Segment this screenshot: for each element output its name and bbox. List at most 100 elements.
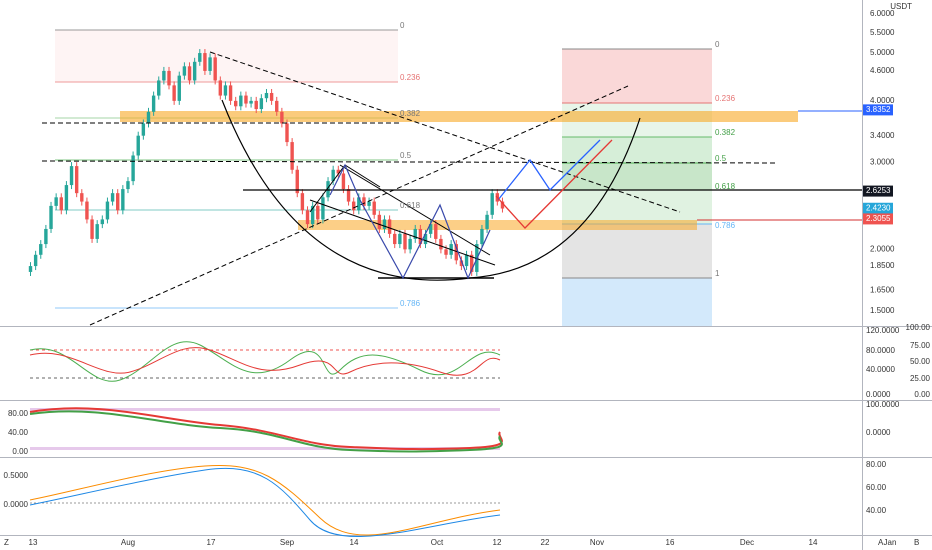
fib-left-label: 0.5 xyxy=(400,151,412,160)
fib-left-label: 0.236 xyxy=(400,73,421,82)
time-label: 16 xyxy=(666,538,675,547)
candle xyxy=(269,92,274,101)
candle xyxy=(234,100,238,107)
candle xyxy=(398,233,402,245)
candle xyxy=(259,98,264,110)
time-label: 22 xyxy=(541,538,550,547)
candle xyxy=(464,254,469,267)
price-tag-text: 2.6253 xyxy=(866,186,891,195)
candle xyxy=(372,201,376,215)
candle xyxy=(295,169,299,194)
indicator-label: 25.00 xyxy=(910,374,931,383)
time-label: Sep xyxy=(280,538,295,547)
time-label: Nov xyxy=(590,538,604,547)
time-label: 17 xyxy=(207,538,216,547)
fib-right-label: 0.236 xyxy=(715,94,736,103)
candle xyxy=(172,85,176,101)
candle xyxy=(192,61,197,81)
candle xyxy=(80,193,84,202)
candle xyxy=(439,238,443,250)
candle xyxy=(280,111,284,124)
candle xyxy=(59,197,63,211)
indicator-label: 40.00 xyxy=(8,428,29,437)
footer-b: B xyxy=(914,538,919,547)
support-zone xyxy=(298,220,697,230)
price-label: 6.0000 xyxy=(870,9,895,18)
candle xyxy=(336,169,340,174)
candle xyxy=(218,80,223,96)
candle xyxy=(403,233,407,250)
candle xyxy=(290,142,294,170)
candle xyxy=(331,169,335,182)
indicator-label: 60.00 xyxy=(866,483,887,492)
candle xyxy=(239,95,243,107)
indicator-label: 100.0000 xyxy=(866,400,900,409)
drawings xyxy=(41,51,862,326)
fib-right-label: 0.5 xyxy=(715,154,727,163)
candle xyxy=(39,244,43,255)
candle xyxy=(203,53,207,71)
candle xyxy=(351,201,356,211)
indicator-label: 0.0000 xyxy=(866,390,891,399)
indicator-label: 80.0000 xyxy=(866,346,895,355)
candle xyxy=(95,224,99,239)
candle xyxy=(310,205,315,225)
indicator-label: 40.0000 xyxy=(866,365,895,374)
candle xyxy=(162,70,166,81)
candle xyxy=(110,193,115,202)
fib-left-label: 0.382 xyxy=(400,109,421,118)
fib-left-lines xyxy=(55,29,398,309)
candle xyxy=(244,95,248,104)
candle xyxy=(469,254,474,272)
candle xyxy=(54,197,58,206)
indicator-label: 100.00 xyxy=(906,323,931,332)
indicator-label: 0.0000 xyxy=(4,500,29,509)
candle xyxy=(459,260,464,267)
fib-right-label: 0.786 xyxy=(715,221,736,230)
candle xyxy=(228,85,233,101)
time-label: 14 xyxy=(350,538,359,547)
footer-a: A xyxy=(878,538,884,547)
fib-right-label: 0.382 xyxy=(715,128,736,137)
price-label: 3.4000 xyxy=(870,131,895,140)
footer-z: Z xyxy=(4,538,9,547)
indicator-label: 75.00 xyxy=(910,341,931,350)
candle xyxy=(223,85,228,96)
indicator-label: 0.00 xyxy=(12,447,28,456)
candle xyxy=(326,181,330,198)
price-tag-text: 2.3055 xyxy=(866,214,891,223)
candle xyxy=(126,181,130,190)
indicators xyxy=(29,341,503,537)
candle xyxy=(49,205,53,229)
indicator-label: 0.5000 xyxy=(4,471,29,480)
candle xyxy=(187,66,192,81)
candle xyxy=(249,100,253,104)
price-label: 2.0000 xyxy=(870,244,895,253)
price-label: 4.0000 xyxy=(870,96,895,105)
candle xyxy=(341,173,346,190)
candle xyxy=(116,193,120,211)
candle xyxy=(485,214,489,229)
candle xyxy=(393,233,397,245)
candle xyxy=(367,201,371,206)
time-label: Aug xyxy=(121,538,135,547)
indicator-label: 0.0000 xyxy=(866,428,891,437)
candle xyxy=(413,228,417,239)
candle xyxy=(490,193,494,215)
fib-left-label: 0.786 xyxy=(400,299,421,308)
candle xyxy=(121,189,125,211)
candle xyxy=(428,224,433,234)
fib-left-label: 0 xyxy=(400,21,405,30)
price-tag xyxy=(863,104,893,116)
candle xyxy=(74,166,79,194)
price-label: 1.6500 xyxy=(870,286,895,295)
candle xyxy=(434,224,438,239)
indicator-label: 40.00 xyxy=(866,506,887,515)
indicator-label: 80.00 xyxy=(8,409,29,418)
price-label: 3.0000 xyxy=(870,158,895,167)
candle xyxy=(157,80,161,96)
candle xyxy=(64,185,69,211)
